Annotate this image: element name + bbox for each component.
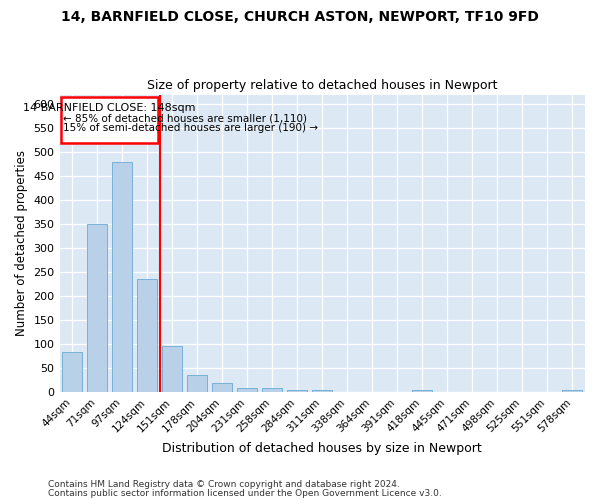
FancyBboxPatch shape: [61, 97, 158, 144]
Bar: [87, 224, 107, 392]
Bar: [162, 346, 182, 392]
X-axis label: Distribution of detached houses by size in Newport: Distribution of detached houses by size …: [163, 442, 482, 455]
Bar: [212, 384, 232, 392]
Text: 14, BARNFIELD CLOSE, CHURCH ASTON, NEWPORT, TF10 9FD: 14, BARNFIELD CLOSE, CHURCH ASTON, NEWPO…: [61, 10, 539, 24]
Text: Contains HM Land Registry data © Crown copyright and database right 2024.: Contains HM Land Registry data © Crown c…: [48, 480, 400, 489]
Text: Contains public sector information licensed under the Open Government Licence v3: Contains public sector information licen…: [48, 489, 442, 498]
Bar: [112, 162, 132, 392]
Bar: [287, 390, 307, 392]
Bar: [237, 388, 257, 392]
Y-axis label: Number of detached properties: Number of detached properties: [15, 150, 28, 336]
Bar: [262, 388, 282, 392]
Text: 15% of semi-detached houses are larger (190) →: 15% of semi-detached houses are larger (…: [63, 124, 318, 134]
Text: ← 85% of detached houses are smaller (1,110): ← 85% of detached houses are smaller (1,…: [63, 114, 307, 124]
Bar: [62, 352, 82, 392]
Bar: [562, 390, 583, 392]
Title: Size of property relative to detached houses in Newport: Size of property relative to detached ho…: [147, 79, 497, 92]
Bar: [412, 390, 433, 392]
Bar: [312, 390, 332, 392]
Bar: [137, 279, 157, 392]
Text: 14 BARNFIELD CLOSE: 148sqm: 14 BARNFIELD CLOSE: 148sqm: [23, 103, 196, 113]
Bar: [187, 375, 207, 392]
